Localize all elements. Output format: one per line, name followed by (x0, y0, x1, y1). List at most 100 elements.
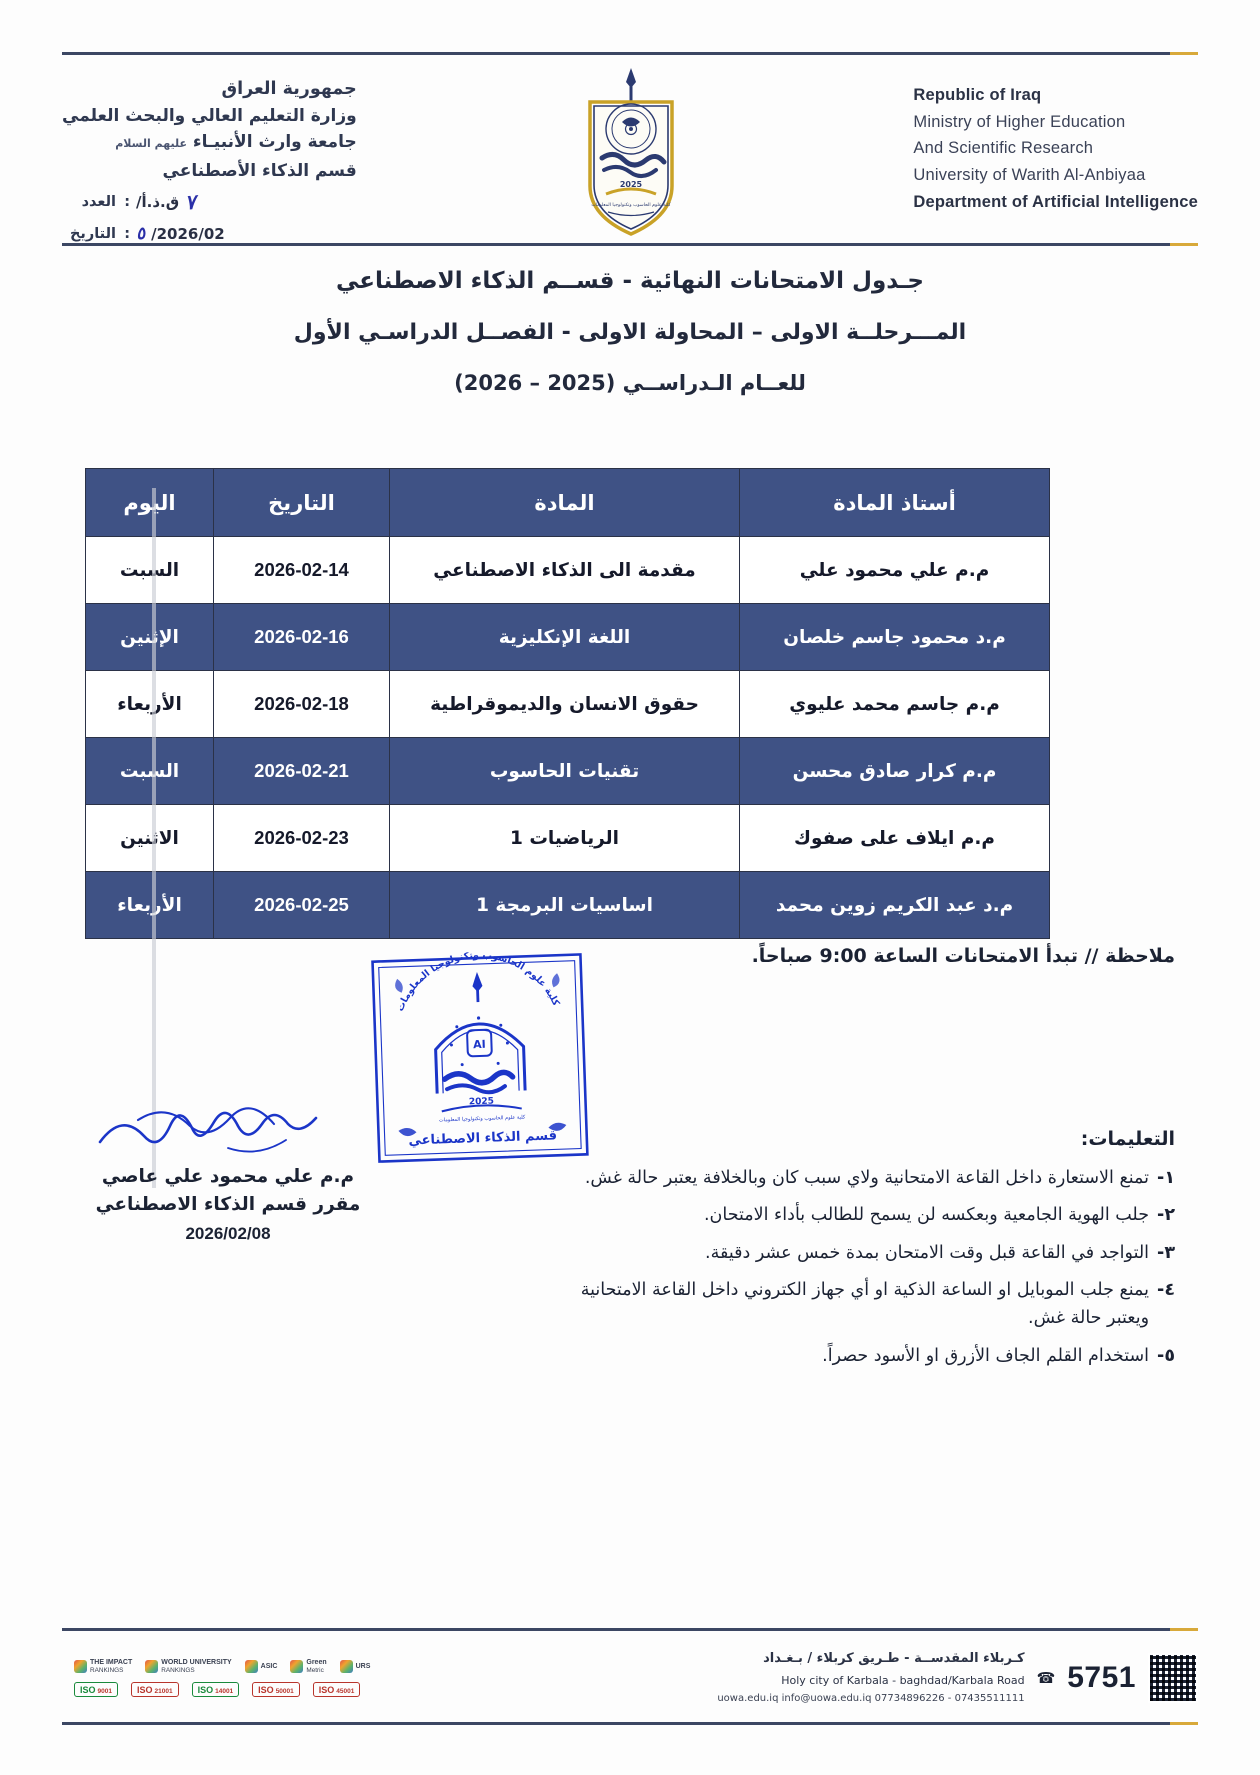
svg-text:قسم الذكاء الاصطناعي: قسم الذكاء الاصطناعي (408, 1128, 557, 1148)
iso-14001-number: 14001 (215, 1687, 234, 1695)
table-row: م.د عبد الكريم زوين محمد اساسيات البرمجة … (85, 871, 1050, 939)
svg-text:AI: AI (473, 1038, 486, 1051)
handwritten-signature (78, 1090, 378, 1162)
qr-code-icon (1148, 1653, 1198, 1703)
document-date-day-handwritten: ٥ (134, 223, 147, 245)
page-footer: THE IMPACT RANKINGS WORLD UNIVERSITY RANKIN… (62, 1638, 1198, 1718)
instruction-text: يمنع جلب الموبايل او الساعة الذكية او أي… (580, 1280, 1150, 1329)
document-number-label: العدد (81, 194, 116, 211)
asic-accreditation-mark-icon (244, 1660, 258, 1673)
footer-rule-gold-right (1170, 1628, 1198, 1631)
document-titles: جـدول الامتحانات النهائية - قســم الذكاء… (70, 268, 1190, 395)
footer-rule-navy-bottom (62, 1722, 1198, 1725)
footer-rule-gold-right-bottom (1170, 1722, 1198, 1725)
iso-45001-badge: ISO 45001 (312, 1682, 361, 1697)
cell-date: 2026-02-18 (213, 670, 390, 738)
column-header-professor: أستاذ المادة (739, 468, 1050, 537)
cell-date: 2026-02-21 (213, 737, 390, 805)
instruction-number: ٥- (1157, 1345, 1175, 1366)
header-rule-navy-bottom (62, 243, 1198, 246)
footer-contact: 5751 ☎ كـربلاء المقدســة - طـريق كربلاء … (717, 1648, 1198, 1708)
iso-9001-number: 9001 (97, 1687, 112, 1695)
iso-45001-label: ISO (318, 1684, 335, 1695)
cell-professor: م.م جاسم محمد عليوي (739, 670, 1050, 738)
instruction-number: ٢- (1157, 1205, 1175, 1226)
table-body: م.م علي محمود علي مقدمة الى الذكاء الاصطن… (85, 536, 1050, 939)
asic-accreditation-label: ASIC (260, 1662, 278, 1670)
phone-icon: ☎ (1036, 1669, 1056, 1687)
letterhead: Republic of Iraq Ministry of Higher Educ… (62, 58, 1198, 245)
cell-subject: اساسيات البرمجة 1 (389, 871, 740, 939)
table-row: م.م جاسم محمد عليوي حقوق الانسان والديموق… (85, 670, 1050, 738)
instructions-section: التعليمات: ١- تمنع الاستعارة داخل القاعة … (545, 1128, 1175, 1379)
cell-date: 2026-02-25 (213, 871, 390, 939)
urs-ranking-mark-icon (339, 1660, 353, 1673)
document-date-colon: : (124, 226, 130, 243)
iso-21001-label: ISO (136, 1684, 153, 1695)
cell-day: السبت (85, 536, 214, 604)
letterhead-ar-line-1: جمهورية العراق (221, 79, 357, 99)
footer-address-arabic: كـربلاء المقدســة - طـريق كربلاء / بـغـد… (763, 1651, 1025, 1667)
svg-text:كلية علوم الحاسوب وتكنولوجيا ا: كلية علوم الحاسوب وتكنولوجيا المعلومات (591, 202, 671, 208)
signature-date: 2026/02/08 (185, 1224, 271, 1243)
document-number-handwritten: ٧ (183, 189, 198, 215)
column-header-day: اليوم (85, 468, 214, 537)
asic-accreditation-badge-icon: ASIC (244, 1660, 278, 1673)
ui-greenmetric-mark-icon (290, 1660, 304, 1673)
instruction-text: استخدام القلم الجاف الأزرق او الأسود حصر… (822, 1345, 1150, 1366)
cell-subject: حقوق الانسان والديموقراطية (389, 670, 740, 738)
svg-text:2025: 2025 (469, 1097, 494, 1108)
subtitle-stage: المـــرحلــة الاولى – المحاولة الاولى - … (293, 320, 967, 345)
svg-text:كلية علوم الحاسوب وتكنولوجيا ا: كلية علوم الحاسوب وتكنولوجيا المعلومات (439, 1114, 526, 1123)
svg-text:2025: 2025 (620, 180, 643, 189)
instruction-item: ٣- التواجد في القاعة قبل وقت الامتحان بمد… (545, 1239, 1175, 1267)
letterhead-ar-line-3: جامعة وارث الأنبيـاء عليهم السلام (62, 129, 356, 155)
letterhead-en-line-5: Department of Artificial Intelligence (913, 192, 1198, 211)
cell-subject: مقدمة الى الذكاء الاصطناعي (389, 536, 740, 604)
instruction-item: ٤- يمنع جلب الموبايل او الساعة الذكية او … (545, 1276, 1175, 1333)
cell-subject: اللغة الإنكليزية (389, 603, 740, 671)
cell-subject: الرياضيات 1 (389, 804, 740, 872)
instruction-number: ١- (1157, 1168, 1175, 1188)
table-row: م.د محمود جاسم خلصان اللغة الإنكليزية 2026… (85, 603, 1050, 671)
cell-day: الأربعاء (85, 871, 214, 939)
ui-greenmetric-label: Green Metric (306, 1659, 327, 1674)
instruction-number: ٤- (1157, 1280, 1175, 1301)
letterhead-en-line-2: Ministry of Higher Education (913, 112, 1126, 131)
header-rule-gold-right-bottom (1170, 243, 1198, 246)
instruction-item: ١- تمنع الاستعارة داخل القاعة الامتحانية … (545, 1164, 1175, 1192)
document-number-colon: : (124, 194, 130, 211)
letterhead-ar-line-2: وزارة التعليم العالي والبحث العلمي (62, 106, 357, 127)
cell-professor: م.د محمود جاسم خلصان (739, 603, 1050, 671)
table-row: م.م ايلاف على صفوك الرياضيات 1 2026-02-23 ا… (85, 804, 1050, 872)
iso-14001-badge: ISO 14001 (191, 1682, 240, 1697)
iso-14001-label: ISO (197, 1684, 214, 1695)
scan-edge-artifact (152, 488, 156, 1188)
urs-ranking-label: URS (355, 1662, 371, 1670)
signatory-name: م.م علي محمود علي عاصي (101, 1166, 355, 1187)
cell-professor: م.د عبد الكريم زوين محمد (739, 871, 1050, 939)
table-row: م.م علي محمود علي مقدمة الى الذكاء الاصطن… (85, 536, 1050, 604)
table-header-row: أستاذ المادة المادة التاريخ اليوم (85, 468, 1050, 537)
qs-world-university-rankings-label: WORLD UNIVERSITY RANKINGS (161, 1659, 232, 1674)
cell-professor: م.م ايلاف على صفوك (739, 804, 1050, 872)
instruction-number: ٣- (1157, 1242, 1175, 1263)
cell-day: السبت (85, 737, 214, 805)
instructions-title: التعليمات: (1080, 1128, 1175, 1150)
instructions-list: ١- تمنع الاستعارة داخل القاعة الامتحانية … (545, 1164, 1175, 1370)
urs-ranking-badge-icon: URS (339, 1660, 371, 1673)
table-row: م.م كرار صادق محسن تقنيات الحاسوب 2026-02-… (85, 737, 1050, 805)
iso-9001-badge: ISO 9001 (74, 1682, 118, 1697)
iso-21001-number: 21001 (154, 1687, 173, 1695)
header-rule-gold-right (1170, 52, 1198, 55)
cell-date: 2026-02-23 (213, 804, 390, 872)
iso-50001-label: ISO (258, 1684, 274, 1695)
iso-9001-label: ISO (80, 1684, 96, 1695)
accreditation-badges: THE IMPACT RANKINGS WORLD UNIVERSITY RANKIN… (62, 1659, 370, 1697)
department-stamp: كلية علوم الحاسوب وتكنولوجيا المعلومات A… (366, 947, 593, 1171)
column-header-date: التاريخ (213, 468, 390, 537)
footer-address-english: Holy city of Karbala - baghdad/Karbala R… (781, 1674, 1025, 1687)
the-impact-rankings-mark-icon (74, 1660, 87, 1673)
cell-date: 2026-02-16 (213, 603, 390, 671)
exam-start-time-note: ملاحظة // تبدأ الامتحانات الساعة 9:00 صب… (751, 945, 1175, 967)
